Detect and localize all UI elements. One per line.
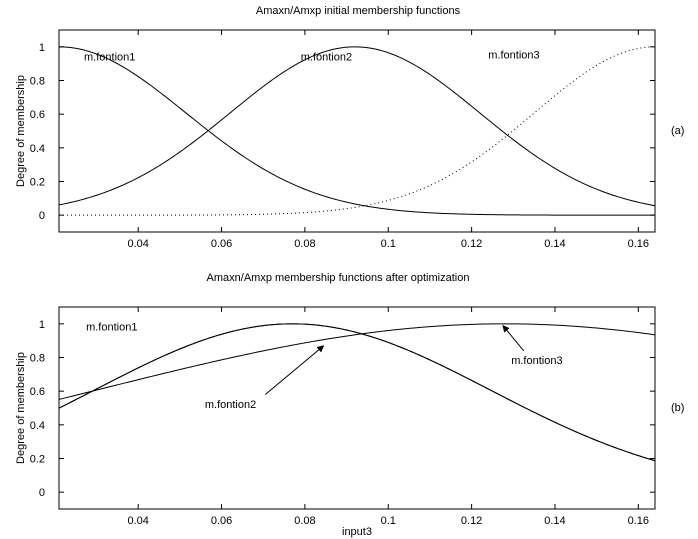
y-tick-label: 0.4 [30, 143, 45, 155]
curve-label-m-fontion1: m.fontion1 [86, 322, 137, 334]
curve-label-m-fontion3: m.fontion3 [511, 355, 562, 367]
panel-a-title: Amaxn/Amxp initial membership functions [256, 5, 461, 17]
x-tick-label: 0.1 [381, 515, 396, 527]
curve-label-m-fontion3: m.fontion3 [488, 50, 539, 62]
panel-b-xlabel: input3 [342, 526, 372, 538]
series-line-m-fontion3 [58, 323, 656, 400]
y-tick-label: 0.2 [30, 177, 45, 189]
x-tick-label: 0.08 [294, 238, 315, 250]
panel-b-ticks: 0.04 0.06 0.08 0.1 0.12 0.14 0.16 0 0.2 0.4 0.6 0.8… [30, 307, 655, 527]
x-tick-label: 0.04 [127, 238, 148, 250]
x-tick-label: 0.1 [381, 238, 396, 250]
panel-b-ylabel: Degree of membership [15, 352, 27, 464]
x-tick-label: 0.14 [544, 515, 565, 527]
panel-b-plot-frame [58, 306, 656, 510]
series-line-m-fontion3 [59, 46, 656, 216]
series-line-m-fontion2 [58, 323, 656, 462]
x-tick-label: 0.14 [544, 238, 565, 250]
y-tick-label: 0.8 [30, 353, 45, 365]
panel-a-tag: (a) [671, 125, 684, 137]
callout-arrow [502, 324, 525, 352]
x-tick-label: 0.04 [127, 515, 148, 527]
y-tick-label: 0.4 [30, 420, 45, 432]
panel-b-optimized: Amaxn/Amxp membership functions after op… [15, 272, 684, 538]
x-tick-label: 0.16 [628, 515, 649, 527]
panel-b-curves [58, 323, 656, 462]
y-tick-label: 0 [39, 210, 45, 222]
x-tick-label: 0.12 [461, 515, 482, 527]
x-tick-label: 0.06 [211, 515, 232, 527]
panel-b-tag: (b) [671, 402, 684, 414]
y-tick-label: 1 [39, 319, 45, 331]
x-tick-label: 0.08 [294, 515, 315, 527]
y-tick-label: 1 [39, 42, 45, 54]
panel-b-curve-labels: m.fontion1 m.fontion2 m.fontion3 [86, 322, 562, 411]
panel-a-curve-labels: m.fontion1 m.fontion2 m.fontion3 [84, 50, 540, 64]
series-line-m-fontion1 [58, 46, 655, 216]
y-tick-label: 0.6 [30, 386, 45, 398]
series-line-m-fontion1 [58, 323, 656, 462]
series-line-m-fontion2 [58, 46, 656, 207]
panel-a-ylabel: Degree of membership [15, 75, 27, 187]
callout-arrow [264, 345, 325, 395]
panel-a-initial: Amaxn/Amxp initial membership functions … [15, 5, 684, 250]
panel-a-ticks: 0.04 0.06 0.08 0.1 0.12 0.14 0.16 0 0.2 0.4 0.6 0.8… [30, 30, 655, 250]
y-tick-label: 0 [39, 487, 45, 499]
x-tick-label: 0.12 [461, 238, 482, 250]
curve-label-m-fontion1: m.fontion1 [84, 51, 135, 63]
panel-a-curves [58, 46, 656, 216]
y-tick-label: 0.6 [30, 109, 45, 121]
panel-b-title: Amaxn/Amxp membership functions after op… [207, 272, 470, 284]
curve-label-m-fontion2: m.fontion2 [205, 399, 256, 411]
x-tick-label: 0.06 [211, 238, 232, 250]
y-tick-label: 0.8 [30, 76, 45, 88]
panel-a-plot-frame [58, 29, 656, 233]
y-tick-label: 0.2 [30, 454, 45, 466]
curve-label-m-fontion2: m.fontion2 [301, 51, 352, 63]
x-tick-label: 0.16 [628, 238, 649, 250]
